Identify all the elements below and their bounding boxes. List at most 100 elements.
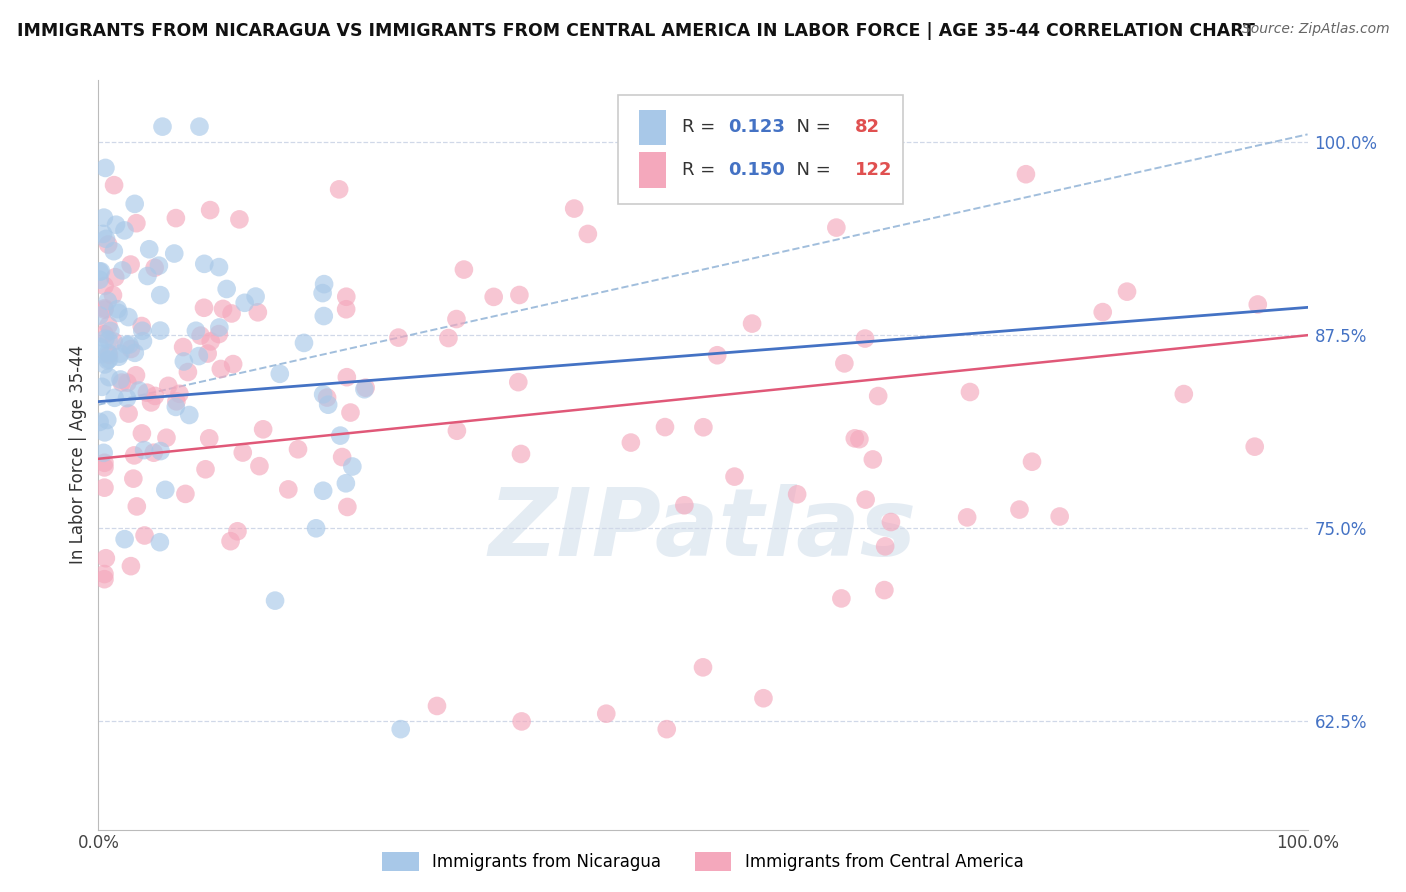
Point (335, 302, 357, 317)
Point (97, 333, 120, 347)
Point (172, 340, 194, 354)
Point (673, 498, 696, 512)
Point (149, 535, 172, 549)
Point (880, 515, 903, 529)
Point (101, 288, 124, 302)
Point (200, 334, 222, 349)
Point (105, 218, 128, 232)
Point (155, 483, 177, 497)
Point (120, 342, 142, 356)
Point (219, 534, 242, 549)
Point (316, 398, 339, 412)
Point (692, 660, 714, 674)
Point (335, 476, 357, 491)
Point (741, 317, 763, 331)
Point (245, 289, 267, 303)
Point (752, 691, 775, 706)
Point (132, 334, 155, 348)
Point (287, 442, 309, 457)
Point (1015, 167, 1038, 181)
Point (165, 394, 187, 409)
Point (107, 302, 129, 317)
Point (93, 327, 115, 342)
Point (353, 382, 375, 396)
Point (508, 288, 530, 302)
Point (149, 444, 172, 458)
Point (184, 324, 207, 338)
Point (143, 389, 166, 403)
Point (786, 487, 808, 501)
Point (93, 358, 115, 372)
Point (103, 334, 125, 349)
Point (562, 202, 585, 216)
Point (157, 379, 180, 393)
Point (834, 356, 856, 370)
Point (136, 268, 159, 283)
Point (107, 350, 129, 364)
Point (233, 295, 256, 310)
Point (354, 381, 377, 395)
Point (510, 714, 533, 729)
Point (426, 698, 449, 713)
Text: 0.123: 0.123 (728, 119, 786, 136)
Point (830, 591, 852, 606)
Point (174, 487, 197, 501)
Point (110, 372, 132, 386)
Point (228, 212, 250, 227)
Point (103, 178, 125, 193)
Point (222, 357, 245, 371)
Point (510, 447, 533, 461)
Point (122, 449, 145, 463)
Point (89, 273, 111, 287)
Point (122, 472, 145, 486)
Point (94, 232, 117, 246)
Point (825, 220, 848, 235)
Y-axis label: In Labor Force | Age 35-44: In Labor Force | Age 35-44 (69, 345, 87, 565)
Point (118, 337, 141, 351)
Point (389, 722, 412, 736)
Point (98, 352, 121, 367)
Point (107, 306, 129, 320)
Point (844, 431, 866, 445)
Text: N =: N = (785, 161, 837, 179)
Point (956, 510, 979, 524)
Point (706, 348, 728, 362)
Point (1247, 297, 1270, 311)
Point (312, 387, 335, 401)
Point (94, 161, 117, 175)
Point (305, 521, 328, 535)
Point (269, 367, 291, 381)
Point (655, 722, 678, 736)
Point (1091, 305, 1114, 319)
Point (853, 332, 876, 346)
Point (91, 227, 114, 241)
Point (329, 428, 352, 442)
Point (595, 706, 617, 721)
Point (89, 415, 111, 429)
Point (89, 340, 111, 354)
Point (179, 408, 201, 422)
Point (208, 260, 231, 274)
Point (114, 223, 136, 237)
Point (311, 286, 333, 301)
Point (149, 324, 172, 338)
Point (97, 293, 120, 308)
Point (110, 346, 132, 360)
Point (387, 330, 409, 344)
Point (120, 258, 142, 272)
Point (335, 290, 357, 304)
Point (654, 420, 676, 434)
Point (93, 460, 115, 475)
Point (173, 354, 195, 368)
Point (114, 532, 136, 546)
Text: N =: N = (785, 119, 837, 136)
Point (131, 324, 153, 338)
Point (93, 302, 115, 317)
Point (508, 375, 530, 389)
Point (93, 481, 115, 495)
Point (1116, 285, 1139, 299)
Point (134, 528, 156, 542)
Point (131, 426, 153, 441)
Point (155, 431, 177, 445)
Point (103, 244, 125, 259)
